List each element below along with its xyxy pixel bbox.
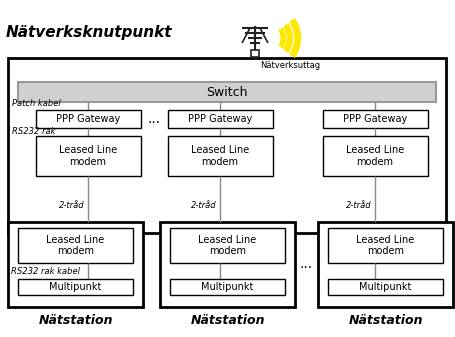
Text: Multipunkt: Multipunkt: [359, 282, 412, 292]
Text: Multipunkt: Multipunkt: [201, 282, 254, 292]
Text: Nätverksuttag: Nätverksuttag: [260, 61, 320, 70]
Bar: [8, 222, 143, 307]
Text: Leased Line
modem: Leased Line modem: [191, 145, 249, 167]
Text: Leased Line
modem: Leased Line modem: [346, 145, 404, 167]
Text: 2-tråd: 2-tråd: [59, 201, 85, 210]
Text: ...: ...: [300, 257, 313, 272]
Bar: [18, 228, 133, 263]
Text: Switch: Switch: [206, 86, 248, 98]
Text: Nätstation: Nätstation: [38, 313, 113, 327]
Bar: [167, 136, 273, 176]
Bar: [18, 82, 436, 102]
Bar: [323, 110, 428, 128]
Bar: [170, 228, 285, 263]
Text: Nätstation: Nätstation: [348, 313, 423, 327]
Text: RS232 rak kabel: RS232 rak kabel: [11, 267, 80, 276]
Text: Multipunkt: Multipunkt: [49, 282, 101, 292]
Text: PPP Gateway: PPP Gateway: [56, 114, 120, 124]
Bar: [328, 279, 443, 295]
Text: Nätverksknutpunkt: Nätverksknutpunkt: [6, 25, 172, 39]
Text: Patch kabel: Patch kabel: [12, 99, 61, 109]
Bar: [170, 279, 285, 295]
Bar: [318, 222, 453, 307]
Bar: [8, 58, 446, 233]
Text: Leased Line
modem: Leased Line modem: [356, 235, 415, 256]
Bar: [160, 222, 295, 307]
Bar: [251, 50, 259, 57]
Text: RS232 rak: RS232 rak: [12, 126, 56, 135]
Text: Leased Line
modem: Leased Line modem: [59, 145, 117, 167]
Bar: [35, 136, 141, 176]
Text: Leased Line
modem: Leased Line modem: [198, 235, 257, 256]
Text: ...: ...: [147, 112, 161, 126]
Text: Leased Line
modem: Leased Line modem: [46, 235, 105, 256]
Text: PPP Gateway: PPP Gateway: [343, 114, 407, 124]
Text: PPP Gateway: PPP Gateway: [188, 114, 252, 124]
Bar: [18, 279, 133, 295]
Text: 2-tråd: 2-tråd: [192, 201, 217, 210]
Bar: [35, 110, 141, 128]
Bar: [167, 110, 273, 128]
Text: 2-tråd: 2-tråd: [346, 201, 372, 210]
Bar: [328, 228, 443, 263]
Bar: [323, 136, 428, 176]
Text: Nätstation: Nätstation: [190, 313, 265, 327]
